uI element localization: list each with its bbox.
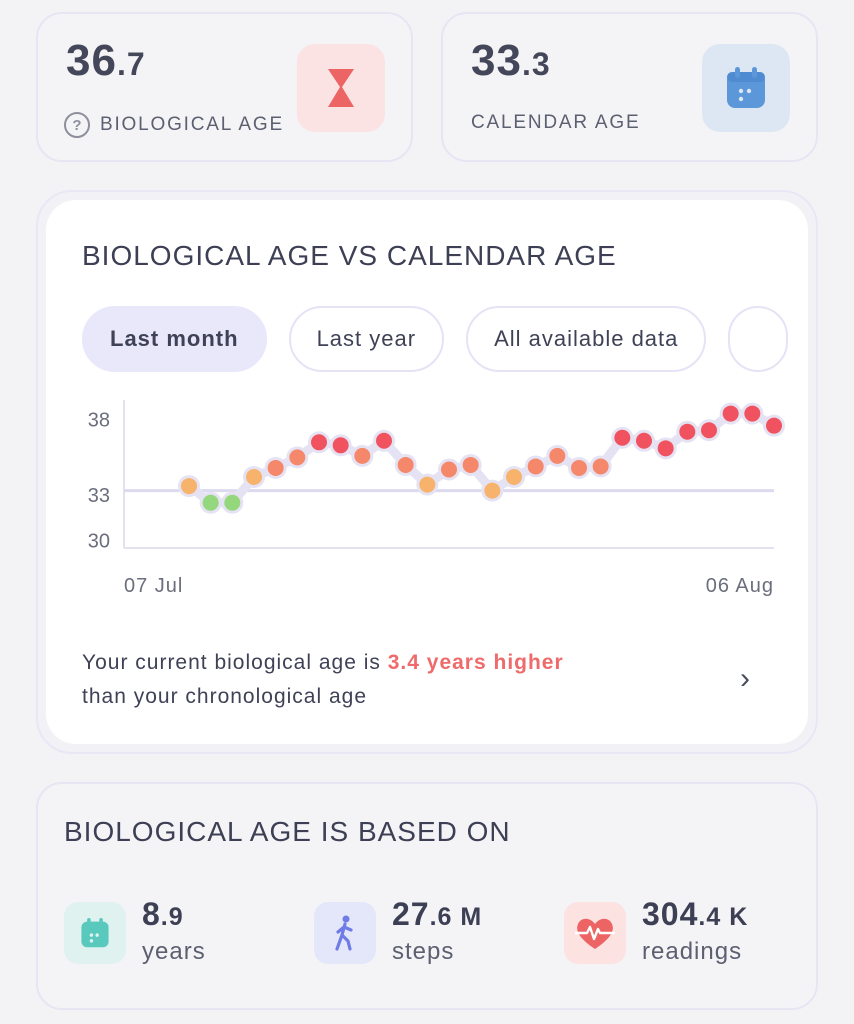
data-point xyxy=(766,417,782,434)
calendar-icon xyxy=(81,917,109,947)
data-point xyxy=(657,440,674,457)
biological-age-line xyxy=(186,409,777,508)
data-point xyxy=(246,469,262,486)
tab-last-month[interactable]: Last month xyxy=(82,306,267,372)
age-chart: 30 33 38 07 Jul 06 Aug xyxy=(88,400,785,597)
summary-highlight: 3.4 years higher xyxy=(387,651,564,674)
data-point xyxy=(592,458,609,475)
data-point xyxy=(722,405,739,422)
data-point xyxy=(441,461,457,478)
chevron-right-icon[interactable]: › xyxy=(740,662,750,695)
steps-unit: steps xyxy=(392,938,455,965)
chart-title: BIOLOGICAL AGE VS CALENDAR AGE xyxy=(82,240,617,271)
biological-age-value: 36.7 xyxy=(66,36,146,85)
readings-value: 304.4 K xyxy=(642,896,749,932)
data-point xyxy=(701,422,717,439)
summary-prefix: Your current biological age is xyxy=(82,651,388,674)
data-point xyxy=(571,459,587,476)
data-point xyxy=(506,469,522,486)
age-summary-text: Your current biological age is 3.4 years… xyxy=(82,646,564,714)
y-tick-label: 38 xyxy=(88,410,110,432)
readings-unit: readings xyxy=(642,938,743,965)
data-point xyxy=(289,449,306,466)
age-comparison-panel: BIOLOGICAL AGE VS CALENDAR AGE Last mont… xyxy=(46,200,808,744)
help-icon[interactable]: ? xyxy=(64,112,90,138)
metric-years: 8.9 years xyxy=(64,896,206,969)
data-point xyxy=(679,423,696,440)
years-value: 8.9 xyxy=(142,896,184,932)
data-point xyxy=(224,494,241,511)
years-unit: years xyxy=(142,938,206,965)
data-point xyxy=(484,482,501,499)
calendar-age-label-row: CALENDAR AGE xyxy=(471,112,640,134)
data-point xyxy=(462,456,479,473)
based-on-card: BIOLOGICAL AGE IS BASED ON 8.9 years xyxy=(36,782,818,1010)
x-tick-label: 06 Aug xyxy=(706,575,774,597)
data-point xyxy=(267,459,284,476)
based-on-title: BIOLOGICAL AGE IS BASED ON xyxy=(64,816,511,847)
summary-suffix: than your chronological age xyxy=(82,685,368,708)
x-tick-label: 07 Jul xyxy=(124,575,183,597)
hourglass-tile xyxy=(297,44,385,132)
data-point xyxy=(332,437,349,454)
steps-value: 27.6 M xyxy=(392,896,483,932)
data-point xyxy=(376,432,392,449)
range-tabs: Last month Last year All available data xyxy=(82,306,789,372)
y-tick-label: 30 xyxy=(88,530,110,552)
calendar-age-value: 33.3 xyxy=(471,36,551,85)
tab-more[interactable] xyxy=(728,306,789,372)
data-point xyxy=(744,405,761,422)
tab-last-year[interactable]: Last year xyxy=(288,306,445,372)
walking-tile xyxy=(314,901,376,964)
heart-rate-tile xyxy=(564,901,626,964)
biological-age-label-row: ? BIOLOGICAL AGE xyxy=(64,112,284,138)
calendar-age-label: CALENDAR AGE xyxy=(471,112,641,133)
biological-age-card[interactable]: 36.7 ? BIOLOGICAL AGE xyxy=(36,12,413,162)
tab-all-available-data[interactable]: All available data xyxy=(466,306,707,372)
biological-age-label: BIOLOGICAL AGE xyxy=(100,114,284,135)
y-tick-label: 33 xyxy=(88,485,110,507)
heart-rate-icon xyxy=(575,918,615,949)
walking-icon xyxy=(335,915,353,951)
data-point xyxy=(311,434,327,451)
data-point xyxy=(202,494,219,511)
metric-steps: 27.6 M steps xyxy=(314,896,482,969)
data-point xyxy=(549,447,566,464)
data-point xyxy=(527,458,544,475)
hourglass-icon xyxy=(328,69,354,107)
age-comparison-card: BIOLOGICAL AGE VS CALENDAR AGE Last mont… xyxy=(36,190,818,754)
data-point xyxy=(354,447,371,464)
calendar-icon xyxy=(727,67,765,108)
data-point xyxy=(419,476,436,493)
data-point xyxy=(397,456,414,473)
metric-readings: 304.4 K readings xyxy=(564,896,748,969)
data-point xyxy=(614,429,631,446)
calendar-tile xyxy=(702,44,790,132)
calendar-tile xyxy=(64,901,126,964)
calendar-age-card[interactable]: 33.3 CALENDAR AGE xyxy=(441,12,818,162)
data-point xyxy=(181,478,197,495)
data-point xyxy=(636,432,652,449)
